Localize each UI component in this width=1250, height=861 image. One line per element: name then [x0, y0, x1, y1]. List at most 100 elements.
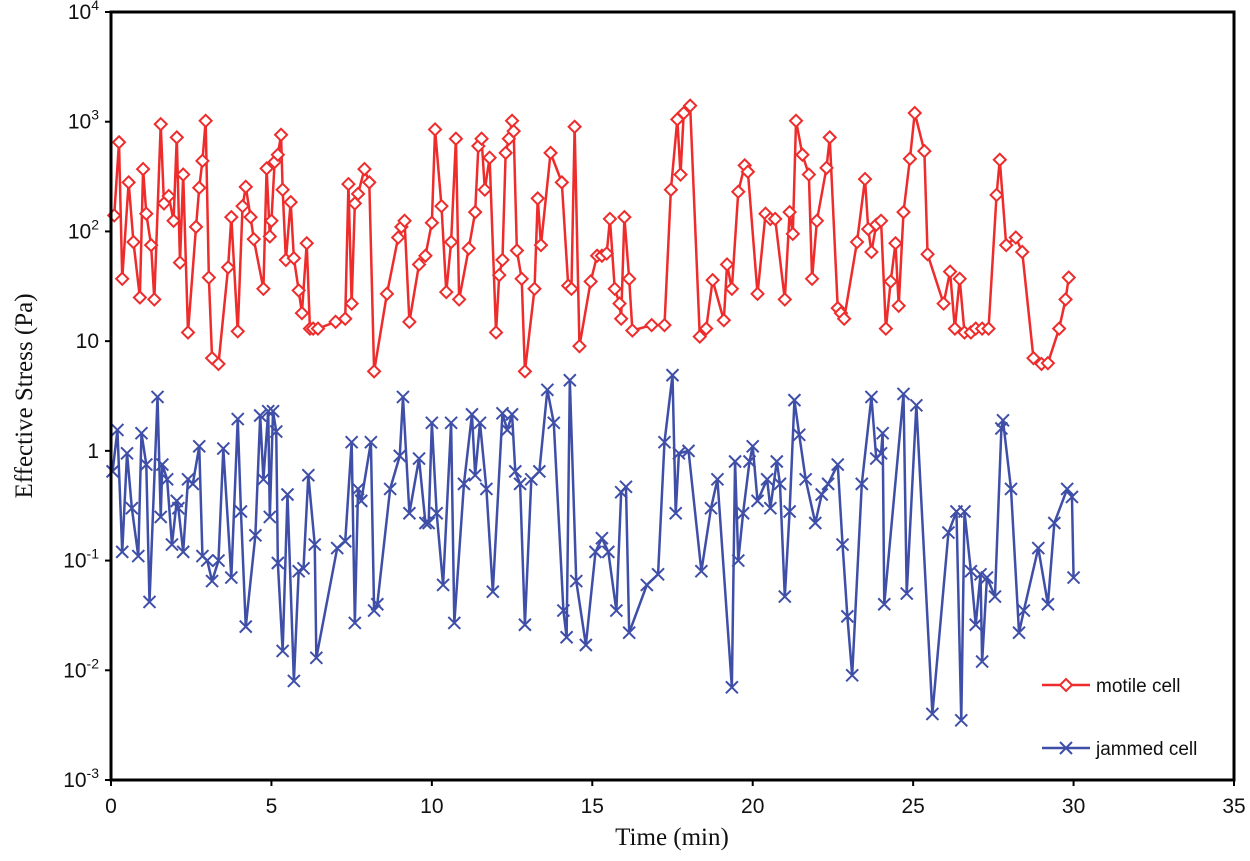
data-point: [559, 630, 574, 644]
data-point: [396, 390, 410, 404]
data-point: [142, 595, 157, 609]
data-point: [669, 506, 683, 520]
data-point: [273, 127, 289, 143]
data-point: [1008, 230, 1024, 245]
plot-area-frame: [109, 10, 1236, 782]
data-point: [468, 468, 482, 482]
data-point: [622, 626, 636, 640]
data-point: [1061, 270, 1077, 285]
data-point: [831, 457, 845, 472]
data-point: [567, 119, 583, 135]
data-point: [821, 477, 835, 491]
data-point: [613, 311, 629, 327]
data-point: [750, 286, 765, 302]
x-axis-label: Time (min): [615, 824, 729, 851]
data-point: [235, 198, 250, 214]
data-point: [804, 271, 820, 287]
data-point: [504, 113, 520, 129]
data-point: [397, 213, 412, 229]
data-point: [624, 323, 640, 338]
data-point: [146, 292, 162, 307]
data-point: [532, 464, 547, 479]
data-point: [798, 472, 813, 487]
data-point: [139, 457, 154, 472]
data-point: [788, 113, 804, 129]
data-point: [337, 311, 353, 327]
data-point: [663, 182, 679, 198]
data-point: [514, 271, 530, 287]
data-point: [443, 234, 459, 250]
data-point: [750, 494, 765, 508]
data-point: [121, 174, 137, 190]
data-point: [186, 477, 200, 491]
data-point: [740, 164, 756, 180]
data-point: [370, 597, 385, 611]
data-point: [705, 272, 721, 288]
data-point: [367, 603, 381, 618]
data-point: [238, 179, 254, 195]
data-point: [201, 270, 217, 285]
data-point: [657, 317, 672, 333]
data-point: [952, 271, 968, 287]
y-tick-label: 10-2: [63, 655, 99, 682]
data-point: [1031, 541, 1045, 555]
data-point: [787, 393, 802, 407]
data-point: [429, 506, 444, 520]
data-point: [479, 482, 494, 496]
data-point: [125, 501, 139, 515]
data-point: [165, 537, 179, 552]
data-point: [569, 574, 583, 588]
data-point: [777, 292, 793, 307]
data-point: [518, 618, 532, 632]
data-point: [198, 113, 214, 129]
data-point: [795, 147, 810, 163]
data-point: [239, 619, 253, 634]
data-point: [299, 235, 315, 251]
data-point: [682, 98, 698, 114]
data-point: [1012, 626, 1026, 640]
legend-item-motile: motile cell: [1042, 676, 1180, 697]
data-point: [138, 206, 154, 222]
data-point: [564, 281, 579, 297]
data-point: [836, 311, 852, 327]
legend: motile cell jammed cell: [1042, 676, 1197, 760]
x-tick-label: 30: [1062, 795, 1085, 818]
data-point: [447, 616, 462, 630]
x-tick-label: 5: [266, 795, 278, 818]
data-point: [401, 314, 417, 330]
data-point: [180, 325, 196, 340]
data-point: [291, 282, 307, 298]
data-point: [612, 296, 627, 311]
data-point: [175, 167, 191, 182]
data-point: [527, 281, 542, 297]
data-point: [161, 188, 177, 204]
data-point: [616, 209, 632, 225]
data-point: [344, 435, 359, 449]
data-point: [998, 237, 1014, 253]
data-point: [975, 654, 989, 669]
data-point: [588, 545, 603, 559]
data-point: [169, 129, 185, 145]
data-point: [736, 506, 750, 520]
data-point: [773, 477, 787, 491]
data-point: [609, 603, 624, 618]
data-point: [418, 516, 433, 530]
data-point: [782, 204, 798, 220]
data-point: [411, 257, 427, 272]
data-point: [896, 204, 911, 220]
data-point: [651, 567, 665, 581]
data-point: [508, 464, 522, 479]
data-point: [424, 215, 440, 231]
data-point: [220, 259, 236, 275]
series-motile-cell: [106, 98, 1077, 379]
data-point: [301, 468, 316, 482]
data-point: [216, 441, 231, 456]
data-point: [153, 116, 169, 132]
data-point: [155, 457, 170, 472]
data-point: [344, 296, 360, 311]
data-point: [176, 545, 190, 559]
data-point: [517, 363, 533, 379]
data-point: [150, 390, 165, 404]
data-point: [873, 213, 889, 229]
